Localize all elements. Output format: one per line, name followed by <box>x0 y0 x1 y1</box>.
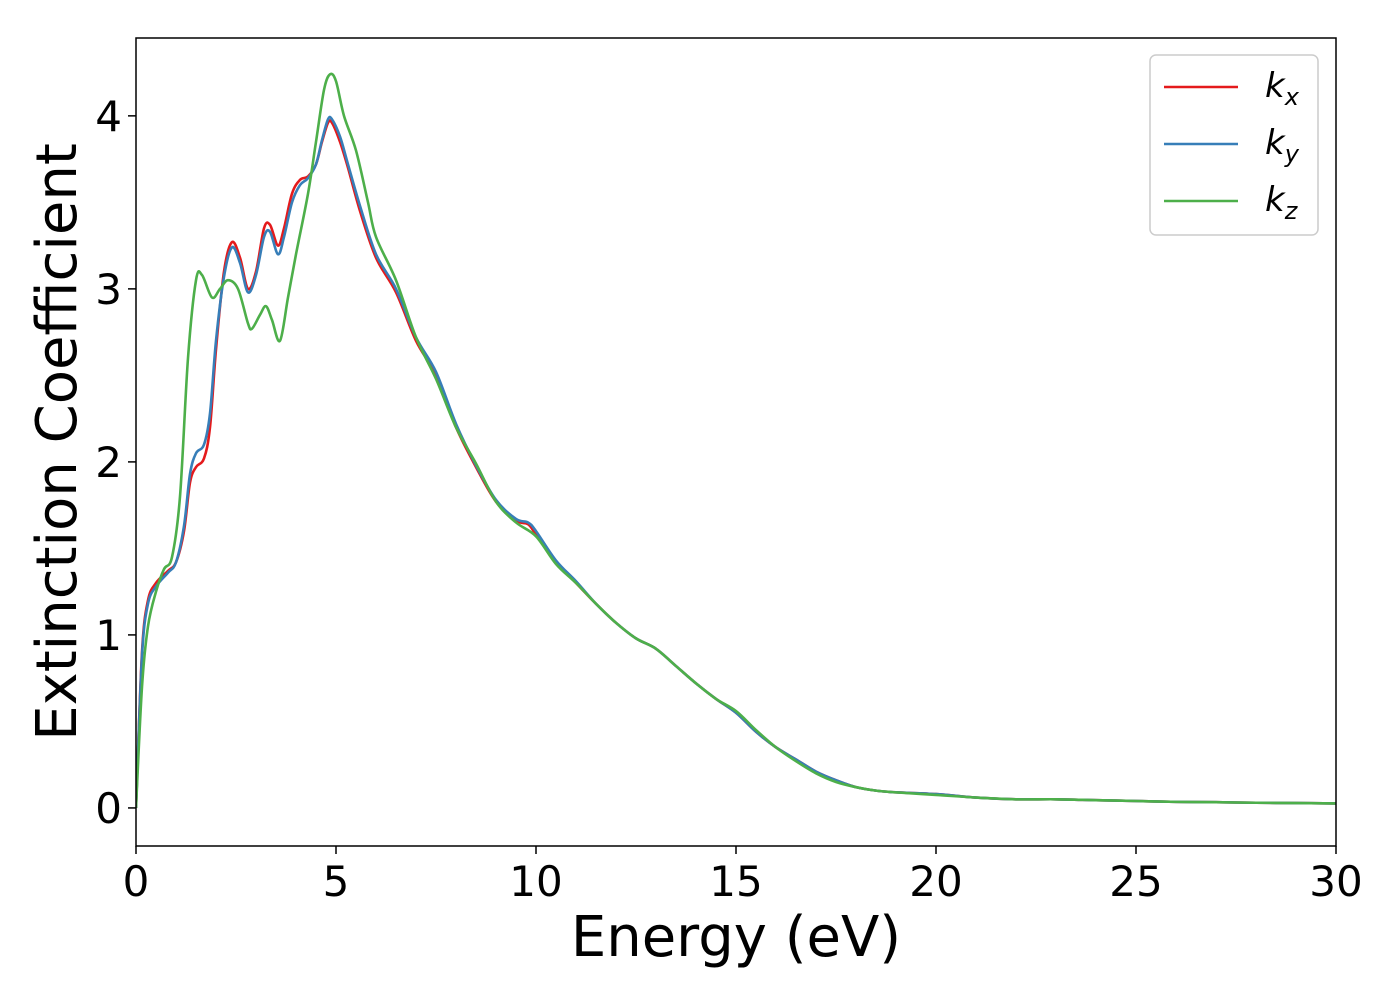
legend-label-kx: kx <box>1265 66 1300 111</box>
x-tick-label: 30 <box>1309 857 1362 906</box>
x-tick-label: 20 <box>909 857 962 906</box>
y-tick-label: 3 <box>95 265 122 314</box>
y-tick-label: 1 <box>95 611 122 660</box>
series-line-kz <box>136 72 1336 809</box>
x-tick-label: 0 <box>123 857 150 906</box>
series-layer <box>136 72 1336 809</box>
x-tick-label: 10 <box>509 857 562 906</box>
y-axis-title: Extinction Coefficient <box>25 143 90 741</box>
y-axis-ticks: 0 1 2 3 4 <box>95 92 136 833</box>
x-tick-label: 15 <box>709 857 762 906</box>
legend-label-ky: ky <box>1265 123 1300 168</box>
x-tick-label: 5 <box>323 857 350 906</box>
y-tick-label: 4 <box>95 92 122 141</box>
x-tick-label: 25 <box>1109 857 1162 906</box>
y-tick-label: 2 <box>95 438 122 487</box>
y-tick-label: 0 <box>95 784 122 833</box>
x-axis-ticks: 0 5 10 15 20 25 30 <box>123 846 1363 906</box>
x-axis-title: Energy (eV) <box>571 905 901 970</box>
